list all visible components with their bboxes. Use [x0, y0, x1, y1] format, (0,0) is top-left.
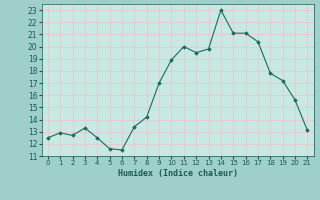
X-axis label: Humidex (Indice chaleur): Humidex (Indice chaleur): [118, 169, 237, 178]
